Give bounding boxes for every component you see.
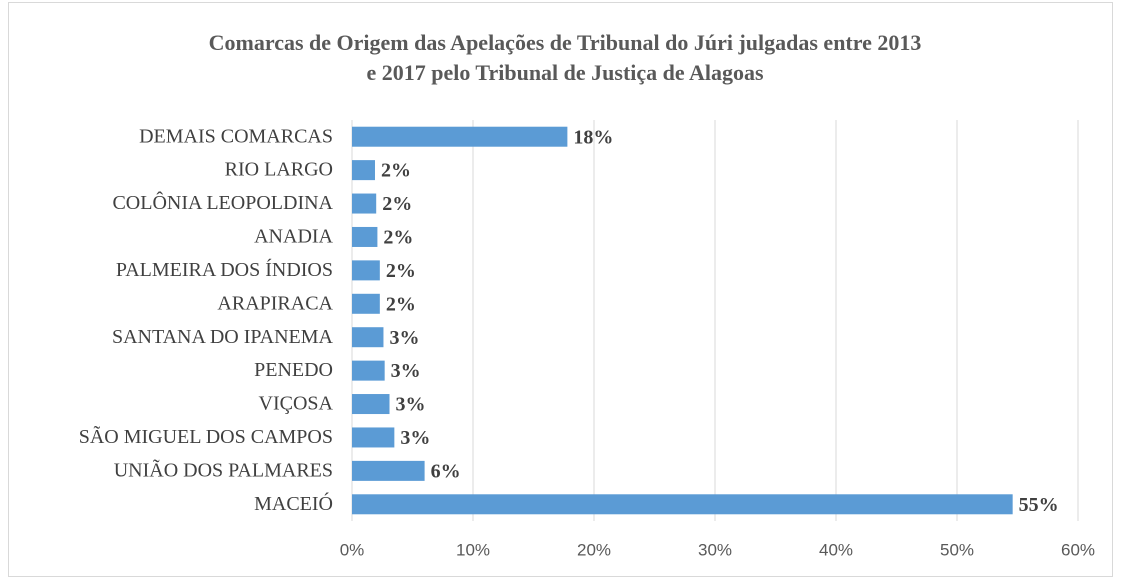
x-tick-label: 0% (340, 540, 365, 559)
bar (352, 360, 385, 381)
x-tick-label: 50% (940, 540, 974, 559)
x-tick-label: 60% (1061, 540, 1095, 559)
y-tick-label: PENEDO (254, 359, 333, 381)
bar (352, 160, 375, 181)
bar (352, 293, 380, 314)
bar (352, 427, 395, 448)
x-tick-label: 30% (698, 540, 732, 559)
data-label: 2% (382, 193, 412, 215)
data-label: 6% (431, 460, 461, 482)
bar (352, 226, 378, 247)
chart-frame (8, 2, 1113, 577)
data-label: 2% (381, 160, 411, 182)
x-tick-label: 40% (819, 540, 853, 559)
y-tick-label: DEMAIS COMARCAS (139, 125, 333, 147)
y-tick-label: UNIÃO DOS PALMARES (114, 457, 333, 481)
chart-title: Comarcas de Origem das Apelações de Trib… (209, 30, 922, 85)
x-tick-label: 20% (577, 540, 611, 559)
data-label: 2% (386, 293, 416, 315)
y-tick-label: PALMEIRA DOS ÍNDIOS (116, 258, 333, 281)
bar (352, 394, 390, 415)
data-label: 2% (386, 260, 416, 282)
data-label: 3% (396, 394, 426, 416)
bar (352, 460, 425, 481)
y-tick-label: RIO LARGO (225, 159, 333, 181)
data-label: 55% (1019, 494, 1059, 516)
bar (352, 126, 568, 147)
y-tick-label: SÃO MIGUEL DOS CAMPOS (79, 424, 333, 448)
y-tick-label: VIÇOSA (259, 393, 334, 415)
bar (352, 193, 377, 214)
y-tick-label: ANADIA (254, 226, 333, 248)
y-tick-label: SANTANA DO IPANEMA (112, 326, 334, 348)
data-label: 3% (391, 360, 421, 382)
data-label: 3% (389, 327, 419, 349)
y-tick-label: COLÔNIA LEOPOLDINA (112, 190, 333, 214)
bar (352, 494, 1013, 515)
data-label: 3% (400, 427, 430, 449)
y-tick-label: MACEIÓ (254, 491, 333, 515)
bar (352, 260, 380, 281)
x-tick-label: 10% (456, 540, 490, 559)
y-tick-label: ARAPIRACA (217, 292, 333, 314)
bar (352, 327, 384, 348)
data-label: 18% (573, 126, 613, 148)
data-label: 2% (383, 227, 413, 249)
